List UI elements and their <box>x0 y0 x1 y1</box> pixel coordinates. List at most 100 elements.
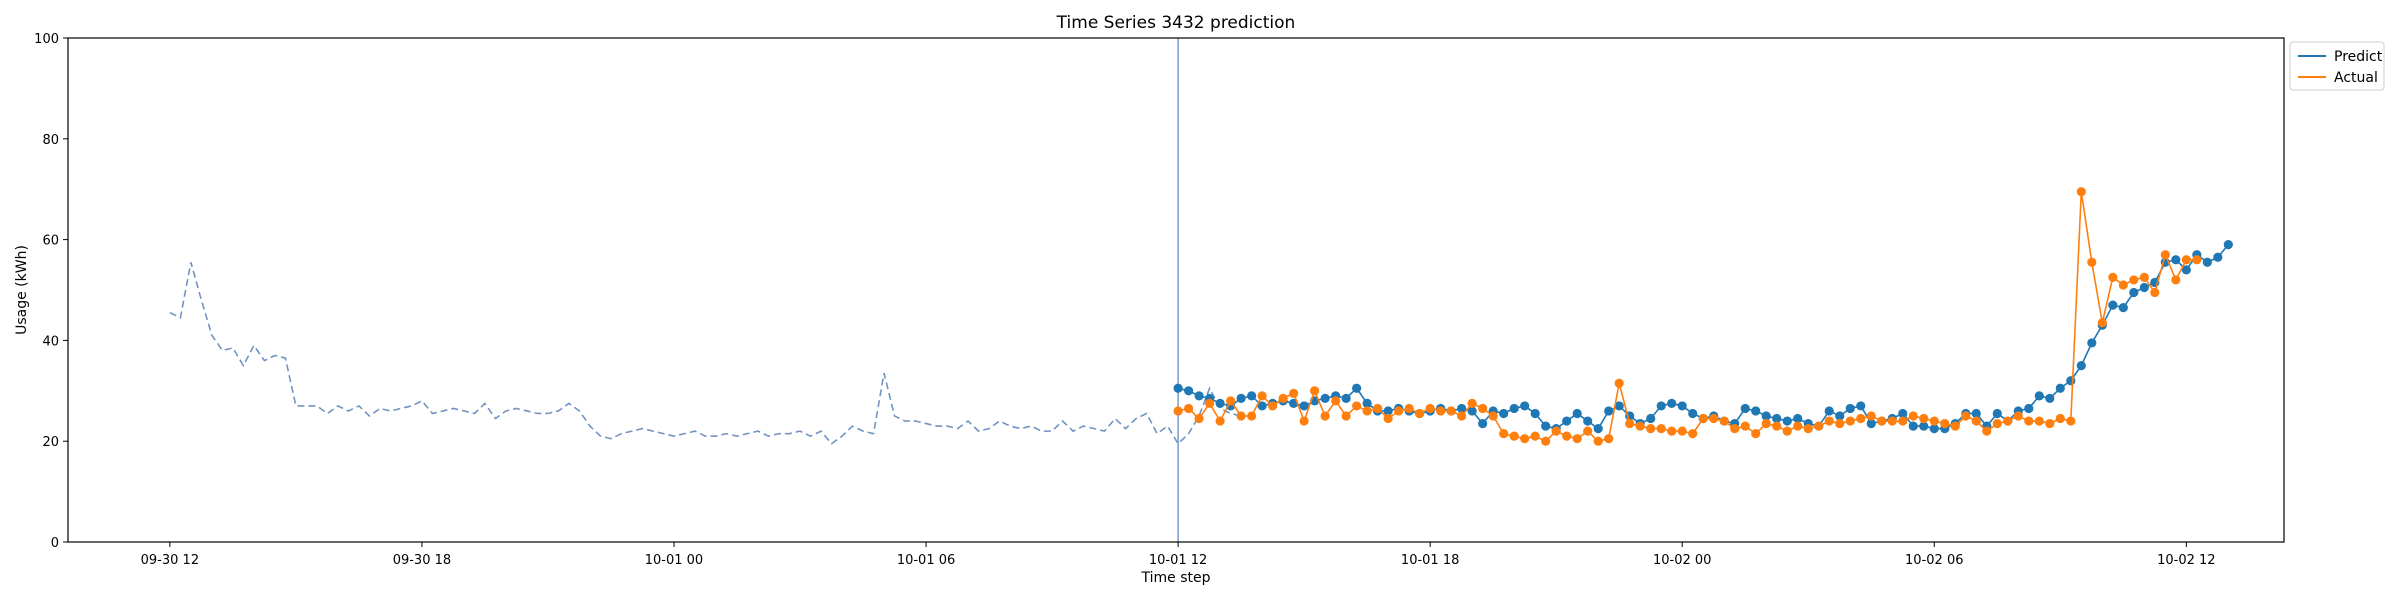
x-tick-label: 10-02 00 <box>1653 553 1711 568</box>
data-point-predict <box>1751 406 1761 416</box>
data-point-actual <box>1772 421 1782 431</box>
data-point-actual <box>1835 418 1845 429</box>
data-point-predict <box>1898 408 1908 419</box>
data-point-actual <box>1782 426 1792 436</box>
data-point-actual <box>1247 411 1257 421</box>
plot-area <box>169 38 2233 542</box>
data-point-actual <box>1845 416 1855 426</box>
data-point-actual <box>1289 388 1299 398</box>
data-point-actual <box>1562 431 1572 441</box>
data-point-actual <box>2045 418 2055 429</box>
x-tick-label: 10-01 18 <box>1401 553 1459 568</box>
data-point-predict <box>2045 393 2055 403</box>
data-point-actual <box>1530 431 1540 441</box>
data-point-actual <box>1793 421 1803 431</box>
data-point-actual <box>1898 416 1908 426</box>
plot-frame <box>67 37 2285 543</box>
data-point-actual <box>1593 436 1603 446</box>
x-tick-label: 10-01 12 <box>1149 553 1207 568</box>
data-point-actual <box>1541 436 1551 446</box>
data-point-actual <box>2055 413 2065 424</box>
data-point-predict <box>1520 401 1530 411</box>
data-point-predict <box>2171 255 2181 265</box>
data-point-actual <box>1520 434 1530 444</box>
legend: Predict Actual <box>2289 41 2385 91</box>
data-point-actual <box>2013 411 2023 421</box>
data-point-actual <box>1551 426 1561 436</box>
data-point-actual <box>1499 429 1509 439</box>
data-point-actual <box>1373 403 1383 414</box>
data-point-actual <box>2034 416 2044 426</box>
data-point-predict <box>1467 406 1477 416</box>
data-point-actual <box>2160 250 2170 260</box>
x-axis-label: Time step <box>1141 570 1211 586</box>
data-point-actual <box>2076 187 2086 197</box>
data-point-actual <box>1656 424 1666 434</box>
data-point-actual <box>2066 416 2076 426</box>
data-point-predict <box>1457 403 1467 414</box>
data-point-predict <box>1173 383 1183 393</box>
data-point-predict <box>1793 413 1803 424</box>
data-point-actual <box>1362 406 1372 416</box>
history-line <box>169 262 1242 445</box>
data-point-predict <box>1236 393 1246 403</box>
data-point-predict <box>1593 424 1603 434</box>
data-point-actual <box>1919 413 1929 424</box>
data-point-actual <box>1761 418 1771 429</box>
data-point-predict <box>1184 386 1194 396</box>
data-point-predict <box>1761 411 1771 421</box>
data-point-actual <box>2181 255 2191 265</box>
data-point-predict <box>2129 287 2139 298</box>
data-point-predict <box>1215 398 1225 408</box>
data-point-actual <box>1824 416 1834 426</box>
data-point-predict <box>1247 391 1257 401</box>
data-point-actual <box>1677 426 1687 436</box>
data-point-actual <box>1982 426 1992 436</box>
data-point-predict <box>1782 416 1792 426</box>
data-point-actual <box>1887 416 1897 426</box>
data-point-predict <box>1667 398 1677 408</box>
y-tick-label: 80 <box>42 133 59 148</box>
data-point-predict <box>2139 282 2149 293</box>
data-point-predict <box>1614 401 1624 411</box>
data-point-actual <box>1457 411 1467 421</box>
data-point-predict <box>1772 413 1782 424</box>
data-point-actual <box>1625 418 1635 429</box>
data-point-actual <box>1971 416 1981 426</box>
data-point-actual <box>1341 411 1351 421</box>
data-point-predict <box>1299 401 1309 411</box>
data-point-actual <box>1425 403 1435 414</box>
x-tick-label: 10-02 06 <box>1905 553 1963 568</box>
data-point-actual <box>1268 401 1278 411</box>
data-point-actual <box>1299 416 1309 426</box>
data-point-actual <box>2003 416 2013 426</box>
data-point-predict <box>1971 408 1981 419</box>
data-point-predict <box>1740 403 1750 414</box>
data-point-actual <box>1184 403 1194 414</box>
data-point-predict <box>2055 383 2065 393</box>
data-point-predict <box>1824 406 1834 416</box>
data-point-actual <box>1698 413 1708 424</box>
data-point-actual <box>1404 403 1414 414</box>
data-point-predict <box>1499 408 1509 419</box>
data-point-actual <box>1667 426 1677 436</box>
data-point-actual <box>1310 386 1320 396</box>
data-point-predict <box>1856 401 1866 411</box>
data-point-actual <box>1173 406 1183 416</box>
data-point-actual <box>1383 413 1393 424</box>
data-point-actual <box>2129 275 2139 285</box>
data-point-actual <box>1509 431 1519 441</box>
data-point-actual <box>2118 280 2128 290</box>
data-point-predict <box>1835 411 1845 421</box>
data-point-predict <box>1677 401 1687 411</box>
x-axis: 09-30 12 09-30 18 10-01 00 10-01 06 10-01 12… <box>141 542 2216 568</box>
legend-label-predict: Predict <box>2334 49 2383 65</box>
data-point-predict <box>1383 406 1393 416</box>
data-point-predict <box>1194 391 1204 401</box>
data-point-predict <box>1320 393 1330 403</box>
data-point-predict <box>2076 361 2086 371</box>
y-tick-label: 40 <box>42 334 59 349</box>
data-point-predict <box>1646 413 1656 424</box>
data-point-predict <box>1509 403 1519 414</box>
